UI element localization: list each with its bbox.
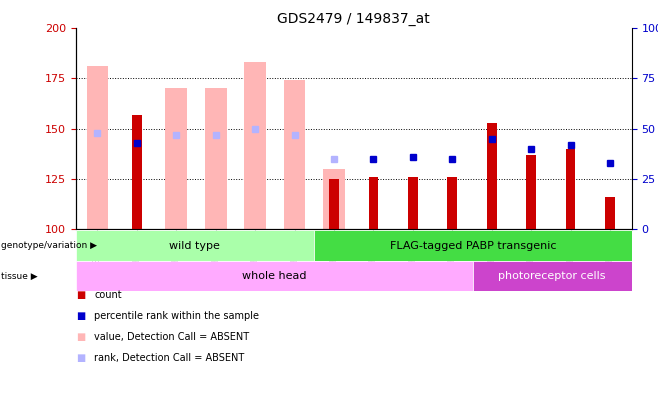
Text: tissue ▶: tissue ▶ — [1, 271, 38, 280]
Text: photoreceptor cells: photoreceptor cells — [499, 271, 606, 281]
Bar — [284, 81, 305, 229]
Bar — [323, 168, 345, 229]
Bar — [244, 62, 266, 229]
Bar — [76, 230, 314, 261]
Bar — [165, 89, 187, 229]
Bar — [605, 197, 615, 229]
Bar — [329, 179, 339, 229]
Bar — [566, 149, 576, 229]
Text: ■: ■ — [76, 290, 85, 300]
Text: count: count — [94, 290, 122, 300]
Bar — [132, 115, 141, 229]
Bar — [205, 89, 226, 229]
Text: whole head: whole head — [242, 271, 307, 281]
Bar — [86, 66, 108, 229]
Bar — [473, 261, 632, 291]
Text: ■: ■ — [76, 311, 85, 321]
Bar — [526, 155, 536, 229]
Text: value, Detection Call = ABSENT: value, Detection Call = ABSENT — [94, 332, 249, 342]
Bar — [314, 230, 632, 261]
Bar — [447, 177, 457, 229]
Bar — [408, 177, 418, 229]
Text: ■: ■ — [76, 332, 85, 342]
Text: wild type: wild type — [169, 241, 220, 251]
Title: GDS2479 / 149837_at: GDS2479 / 149837_at — [277, 12, 430, 26]
Text: percentile rank within the sample: percentile rank within the sample — [94, 311, 259, 321]
Bar — [76, 261, 473, 291]
Text: genotype/variation ▶: genotype/variation ▶ — [1, 241, 97, 250]
Bar — [487, 123, 497, 229]
Text: ■: ■ — [76, 353, 85, 363]
Bar — [368, 177, 378, 229]
Text: rank, Detection Call = ABSENT: rank, Detection Call = ABSENT — [94, 353, 244, 363]
Text: FLAG-tagged PABP transgenic: FLAG-tagged PABP transgenic — [390, 241, 556, 251]
